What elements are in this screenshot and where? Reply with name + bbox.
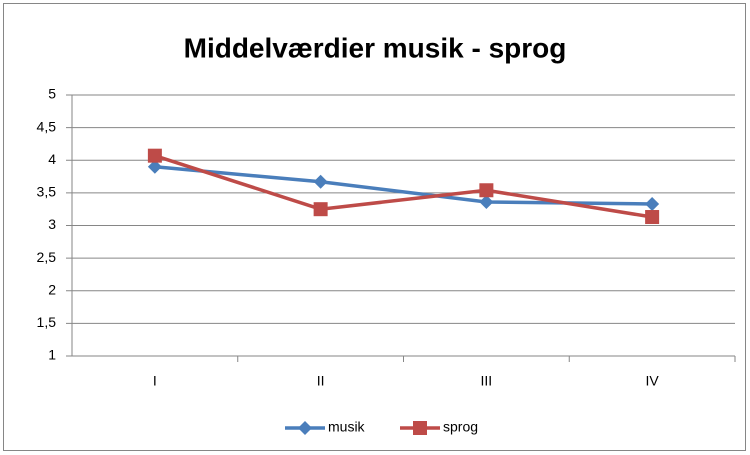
legend-marker <box>413 421 427 435</box>
marker <box>479 195 494 210</box>
y-tick-label: 3,5 <box>37 184 57 200</box>
y-tick-label: 1 <box>48 347 56 363</box>
y-tick-label: 3 <box>48 216 56 232</box>
marker <box>313 202 328 217</box>
x-tick-label: II <box>317 373 325 389</box>
legend-label: musik <box>328 419 366 435</box>
marker <box>645 210 660 225</box>
chart-border <box>3 3 746 451</box>
x-tick-label: I <box>153 373 157 389</box>
x-tick-label: III <box>481 373 493 389</box>
marker <box>313 174 328 189</box>
marker <box>147 148 162 163</box>
marker <box>645 196 660 211</box>
legend-label: sprog <box>443 419 478 435</box>
marker <box>479 183 494 198</box>
y-tick-label: 4,5 <box>37 118 57 134</box>
y-tick-label: 2 <box>48 281 56 297</box>
y-tick-label: 1,5 <box>37 314 57 330</box>
y-tick-label: 4 <box>48 151 56 167</box>
legend-marker <box>298 421 312 435</box>
x-tick-label: IV <box>646 373 660 389</box>
marker <box>147 159 162 174</box>
y-tick-label: 2,5 <box>37 249 57 265</box>
series-line <box>154 154 653 219</box>
y-tick-label: 5 <box>48 86 56 102</box>
chart-title: Middelværdier musik - sprog <box>184 32 567 63</box>
